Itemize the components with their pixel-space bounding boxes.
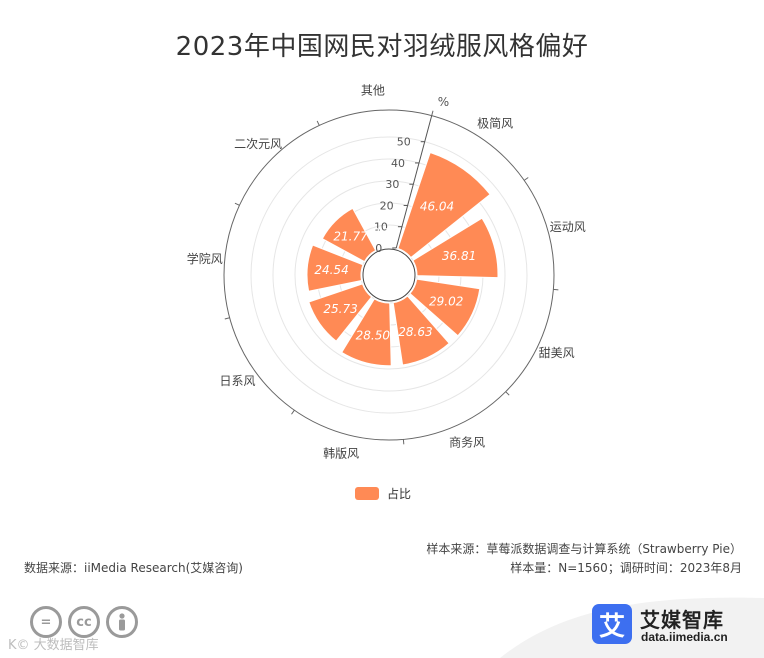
radial-tick-label: 20: [380, 199, 394, 212]
data-label: 0.13: [372, 226, 399, 240]
sample-source-note: 样本来源：草莓派数据调查与计算系统（Strawberry Pie）: [426, 542, 742, 556]
license-icons: = cc: [30, 606, 138, 638]
bar-学院风: [306, 244, 364, 292]
category-label: 极简风: [477, 116, 513, 130]
data-label: 29.02: [429, 295, 463, 309]
category-label: 其他: [361, 84, 385, 98]
brand-logo: 艾: [592, 604, 632, 644]
grid-ring: [272, 158, 506, 392]
category-label: 学院风: [187, 251, 223, 266]
category-label: 商务风: [449, 435, 485, 450]
radial-tick-label: 40: [391, 157, 405, 170]
inner-hole: [362, 248, 416, 302]
category-label: 韩版风: [323, 446, 359, 461]
category-label: 甜美风: [539, 346, 575, 360]
data-source-note: 数据来源：iiMedia Research(艾媒咨询): [24, 561, 243, 575]
frame-tick: [505, 391, 510, 396]
radial-unit-label: %: [438, 95, 449, 109]
data-label: 21.77: [333, 230, 368, 244]
cc-icon: cc: [68, 606, 100, 638]
legend-swatch: [355, 487, 379, 500]
bar-极简风: [397, 151, 491, 259]
bar-layer: [306, 151, 499, 367]
frame-tick: [316, 120, 320, 126]
radial-tick-label: 50: [397, 136, 411, 149]
bar-商务风: [392, 295, 450, 366]
bar-运动风: [412, 217, 499, 279]
frame-tick: [224, 317, 230, 320]
grid-ring: [250, 136, 528, 414]
label-layer: 46.04 极简风 36.81 运动风 29.02 甜美风 28.63 商务风 28.50 韩版风…: [187, 84, 586, 461]
bottom-decor-band: [500, 597, 764, 658]
bar-韩版风: [341, 298, 392, 367]
person-icon: [106, 606, 138, 638]
radial-tick-label: 0: [375, 242, 382, 255]
data-label: 46.04: [420, 199, 454, 213]
chart-title: 2023年中国网民对羽绒服风格偏好: [175, 32, 589, 62]
legend-label: 占比: [387, 487, 412, 501]
frame-tick: [291, 409, 295, 415]
bar-其他: [378, 246, 396, 250]
radial-tick-label: 10: [374, 221, 388, 234]
data-label: 28.50: [356, 328, 391, 342]
outer-frame: [223, 109, 555, 441]
category-label: 二次元风: [234, 137, 282, 151]
data-label: 28.63: [398, 325, 432, 339]
bar-二次元风: [321, 207, 377, 263]
axis-layer: 0 10 20 30 40 50%: [224, 95, 559, 445]
bar-甜美风: [409, 278, 481, 337]
sample-size-note: 样本量：N=1560；调研时间：2023年8月: [510, 561, 742, 575]
radial-tick-label: 30: [385, 178, 399, 191]
category-label: 运动风: [550, 220, 586, 234]
data-label: 25.73: [323, 302, 357, 316]
frame-tick: [234, 202, 240, 206]
frame-tick: [523, 177, 529, 181]
brand-name: 艾媒智库: [640, 608, 724, 632]
data-label: 36.81: [442, 249, 476, 263]
category-label: 日系风: [219, 374, 255, 388]
legend[interactable]: 占比: [355, 485, 411, 502]
brand-url: data.iimedia.cn: [641, 630, 728, 644]
bar-日系风: [308, 283, 373, 342]
data-label: 24.54: [314, 263, 348, 277]
watermark: K© 大数据智库: [8, 638, 99, 653]
frame-tick: [431, 110, 434, 116]
equal-icon: =: [30, 606, 62, 638]
radial-axis: [395, 115, 433, 249]
